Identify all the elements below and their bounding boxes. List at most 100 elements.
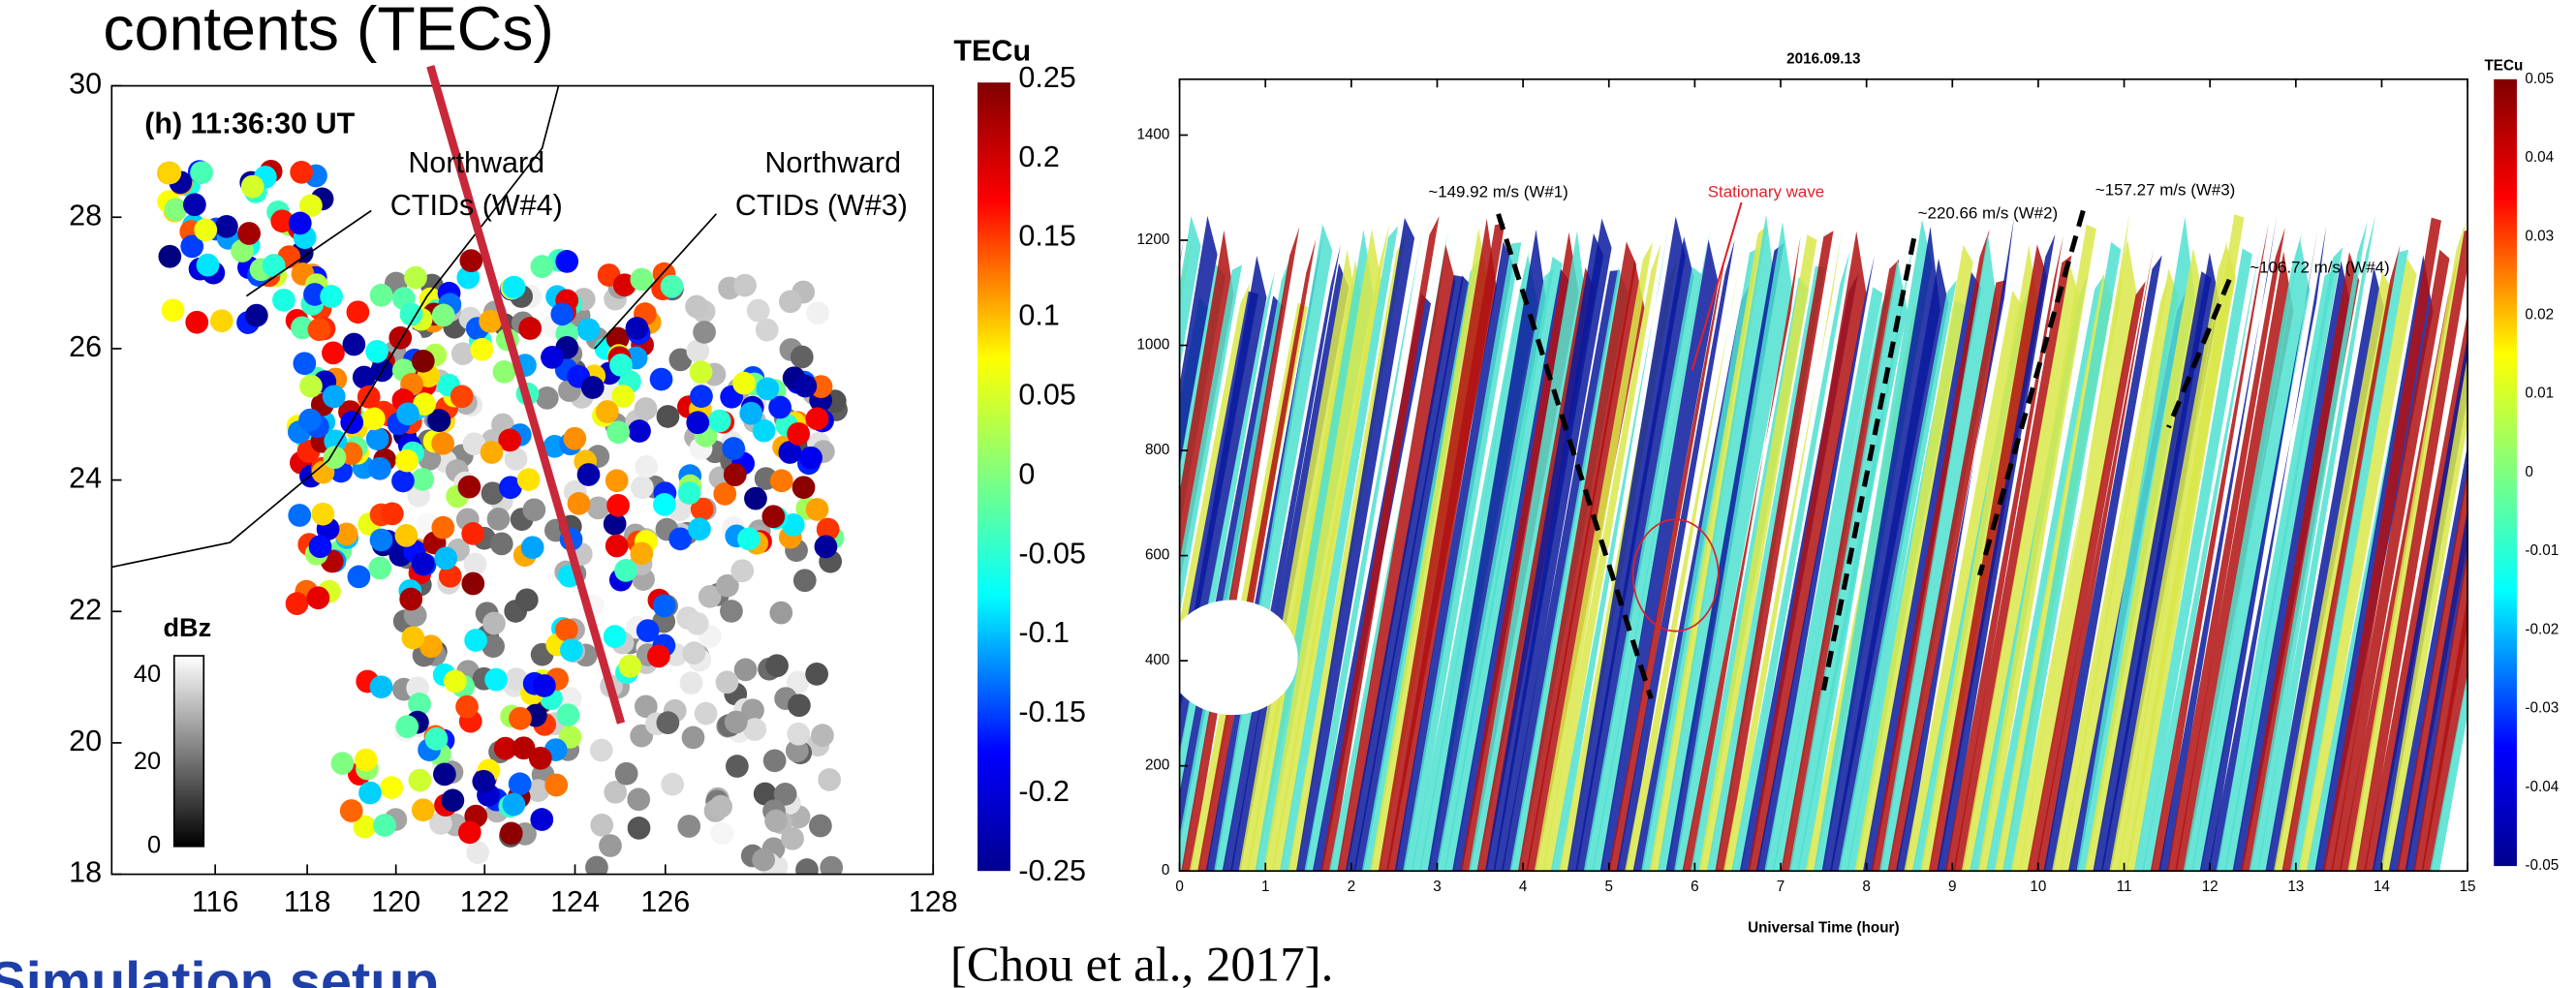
stripe <box>1781 259 1900 872</box>
tec-dot <box>395 715 419 739</box>
stripe <box>2166 227 2285 872</box>
stripe <box>1179 271 1275 799</box>
tec-dot <box>411 552 435 576</box>
tec-dot <box>618 654 642 678</box>
radar-echo <box>586 496 610 520</box>
radar-echo <box>604 780 628 804</box>
x-tick-label: 5 <box>1605 879 1613 895</box>
tec-dot <box>686 411 710 435</box>
tec-dot <box>401 626 425 650</box>
x-tick-label: 2 <box>1348 879 1355 895</box>
stripe <box>1944 234 2064 872</box>
tec-dot <box>744 486 767 510</box>
stripe <box>1583 266 1702 872</box>
annotation: Stationary wave <box>1708 182 1825 201</box>
colorbar-tick-label: 0.04 <box>2525 149 2554 166</box>
tec-dot <box>625 317 649 340</box>
stripe <box>1887 280 2006 872</box>
speed-line <box>1976 209 2086 576</box>
radar-echo <box>505 667 528 692</box>
tec-dot <box>690 385 713 409</box>
tec-dot <box>424 727 449 751</box>
arrow <box>245 209 372 297</box>
x-tick-label: 124 <box>550 885 600 918</box>
tec-dot <box>793 374 818 398</box>
radar-echo <box>522 498 546 522</box>
tec-dot <box>347 565 371 589</box>
tec-dot <box>660 274 684 298</box>
tec-dot <box>768 395 791 419</box>
tec-dot <box>323 446 347 470</box>
tec-dot <box>554 618 578 642</box>
tec-dot <box>411 798 435 822</box>
radar-echo <box>795 858 819 875</box>
stripe <box>1469 231 1588 872</box>
colorbar-tick-label: -0.25 <box>1018 854 1086 887</box>
stripe <box>2183 233 2302 872</box>
tec-dot <box>805 498 829 521</box>
speed-line <box>2166 278 2232 429</box>
radar-echo <box>634 695 658 719</box>
radar-echo <box>818 768 842 791</box>
y-tick-label: 800 <box>1145 442 1169 458</box>
tec-dot <box>769 469 793 493</box>
speed-line <box>1820 237 1917 692</box>
tec-dot <box>158 161 182 185</box>
radar-echo <box>698 584 722 608</box>
x-tick-label: 128 <box>909 885 958 918</box>
stripe <box>1542 243 1661 872</box>
radar-echo <box>535 386 559 410</box>
annotation: ~106.72 m/s (W#4) <box>2250 258 2389 276</box>
stripe <box>1830 258 1949 872</box>
tec-dot <box>190 161 213 185</box>
tec-dot <box>499 476 522 500</box>
tec-dot <box>399 302 423 326</box>
tec-dot <box>576 318 601 342</box>
x-tick-label: 0 <box>1175 879 1183 895</box>
x-tick-label: 8 <box>1862 879 1870 895</box>
stripe <box>1460 232 1579 872</box>
stripe <box>1920 244 2039 872</box>
tec-dot <box>630 267 654 292</box>
stripe <box>1838 279 1957 872</box>
colorbar-tick-label: -0.05 <box>1018 537 1086 570</box>
radar-echo <box>685 611 709 635</box>
tec-dot <box>262 254 286 277</box>
radar-echo <box>656 405 680 428</box>
y-tick-label: 28 <box>69 199 102 232</box>
stripe <box>2191 238 2311 872</box>
tec-dot <box>516 468 541 491</box>
radar-tick-label: 40 <box>134 661 161 688</box>
stripe <box>1337 244 1456 872</box>
stripe <box>2241 252 2360 872</box>
annotation: Northward <box>764 146 901 179</box>
tec-dot <box>438 564 462 588</box>
tec-dot <box>778 441 802 464</box>
x-tick-label: 6 <box>1691 879 1698 895</box>
annotation: ~157.27 m/s (W#3) <box>2095 181 2236 200</box>
stripe <box>2281 244 2401 872</box>
radar-echo <box>805 663 828 686</box>
tec-dot <box>320 285 343 308</box>
colorbar-tick-label: 0.03 <box>2525 228 2554 244</box>
radar-echo <box>677 815 701 838</box>
y-tick-label: 1400 <box>1136 127 1169 143</box>
tec-dot <box>307 318 331 342</box>
tec-dot <box>354 748 378 772</box>
colorbar <box>977 82 1010 872</box>
tec-dot <box>419 634 443 659</box>
profile-line <box>426 65 626 725</box>
x-axis-label: Universal Time (hour) <box>1748 920 1900 937</box>
stripe <box>2224 247 2343 872</box>
tec-dot <box>605 326 630 351</box>
radar-echo <box>752 848 776 872</box>
stripe <box>2355 230 2468 872</box>
tec-dot <box>732 371 756 395</box>
tec-dot <box>493 736 517 760</box>
tec-dot <box>353 815 377 839</box>
y-tick-label: 20 <box>69 725 102 757</box>
tec-dot <box>799 446 822 470</box>
tec-dot <box>431 515 455 540</box>
y-tick-label: 0 <box>1162 862 1169 879</box>
colorbar-tick-label: -0.2 <box>1018 775 1070 808</box>
